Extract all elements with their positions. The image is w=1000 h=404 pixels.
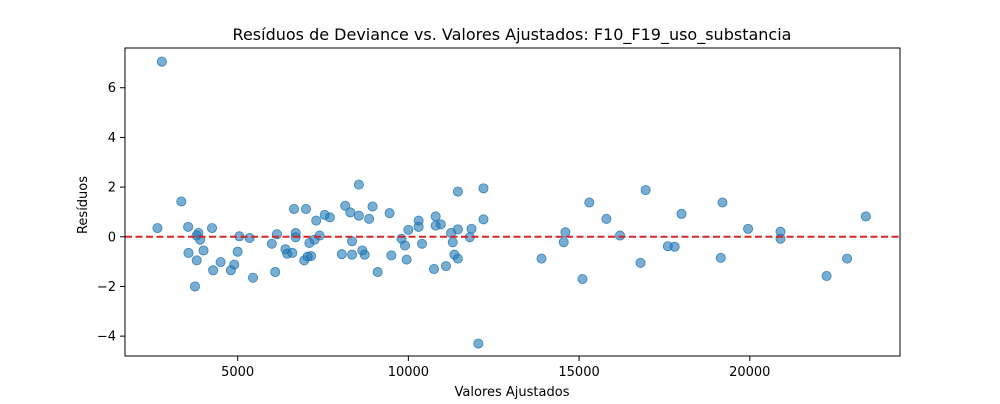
data-point	[428, 264, 439, 275]
data-point	[478, 214, 489, 225]
data-point	[775, 233, 786, 244]
data-point	[270, 267, 281, 278]
data-point	[669, 241, 680, 252]
data-point	[430, 211, 441, 222]
data-point	[401, 254, 412, 265]
data-point	[435, 219, 446, 230]
data-point	[229, 259, 240, 270]
data-point	[384, 208, 395, 219]
x-axis-label: Valores Ajustados	[455, 385, 570, 400]
data-point	[577, 273, 588, 284]
data-point	[536, 253, 547, 264]
x-tick-label: 5000	[221, 365, 254, 380]
data-point	[324, 212, 335, 223]
data-point	[353, 179, 364, 190]
x-tick-label: 15000	[558, 365, 599, 380]
data-point	[473, 338, 484, 349]
data-point	[386, 250, 397, 261]
data-point	[558, 237, 569, 248]
data-point	[403, 224, 414, 235]
data-point	[176, 196, 187, 207]
data-point	[208, 265, 219, 276]
data-point	[743, 223, 754, 234]
data-point	[860, 211, 871, 222]
data-point	[244, 233, 255, 244]
data-point	[372, 267, 383, 278]
data-point	[198, 245, 209, 256]
x-tick-label: 10000	[388, 365, 429, 380]
data-point	[207, 223, 218, 234]
data-point	[478, 183, 489, 194]
data-point	[417, 238, 428, 249]
data-point	[842, 253, 853, 264]
data-point	[248, 272, 259, 283]
data-point	[560, 227, 571, 238]
data-point	[314, 230, 325, 241]
data-point	[601, 213, 612, 224]
data-point	[183, 247, 194, 258]
data-point	[440, 261, 451, 272]
data-point	[367, 201, 378, 212]
data-point	[189, 281, 200, 292]
plot-area: 5000 10000 15000 20000 −4 −2 0 2 4 6	[97, 47, 901, 380]
data-point	[300, 203, 311, 214]
data-point	[215, 257, 226, 268]
data-point	[452, 253, 463, 264]
data-point	[266, 238, 277, 249]
data-point	[584, 197, 595, 208]
y-tick-label: 6	[108, 81, 116, 96]
data-point	[452, 186, 463, 197]
data-point	[821, 271, 832, 282]
data-point	[336, 249, 347, 260]
data-point	[364, 213, 375, 224]
data-point	[635, 257, 646, 268]
data-point	[353, 210, 364, 221]
data-point	[615, 230, 626, 241]
data-point	[447, 237, 458, 248]
data-point	[359, 249, 370, 260]
data-point	[191, 255, 202, 266]
y-tick-label: 2	[108, 181, 116, 196]
y-tick-label: −4	[97, 330, 116, 345]
data-point	[640, 185, 651, 196]
data-point	[156, 56, 167, 67]
data-point	[152, 223, 163, 234]
data-point	[345, 207, 356, 218]
data-point	[311, 215, 322, 226]
data-point	[413, 221, 424, 232]
y-tick-label: 4	[108, 131, 116, 146]
x-tick-label: 20000	[729, 365, 770, 380]
data-point	[715, 252, 726, 263]
data-point	[306, 251, 317, 262]
data-point	[347, 249, 358, 260]
data-point	[340, 200, 351, 211]
data-point	[452, 224, 463, 235]
data-point	[676, 208, 687, 219]
y-tick-label: −2	[97, 280, 116, 295]
y-axis-label: Resíduos	[76, 176, 91, 234]
data-point	[232, 246, 243, 257]
data-point	[287, 247, 298, 258]
y-tick-label: 0	[108, 230, 116, 245]
data-point	[288, 203, 299, 214]
data-point	[399, 240, 410, 251]
data-point	[347, 236, 358, 247]
data-point	[466, 223, 477, 234]
data-point	[183, 221, 194, 232]
chart-title: Resíduos de Deviance vs. Valores Ajustad…	[233, 25, 792, 45]
data-point	[717, 197, 728, 208]
axes-frame	[124, 47, 901, 357]
